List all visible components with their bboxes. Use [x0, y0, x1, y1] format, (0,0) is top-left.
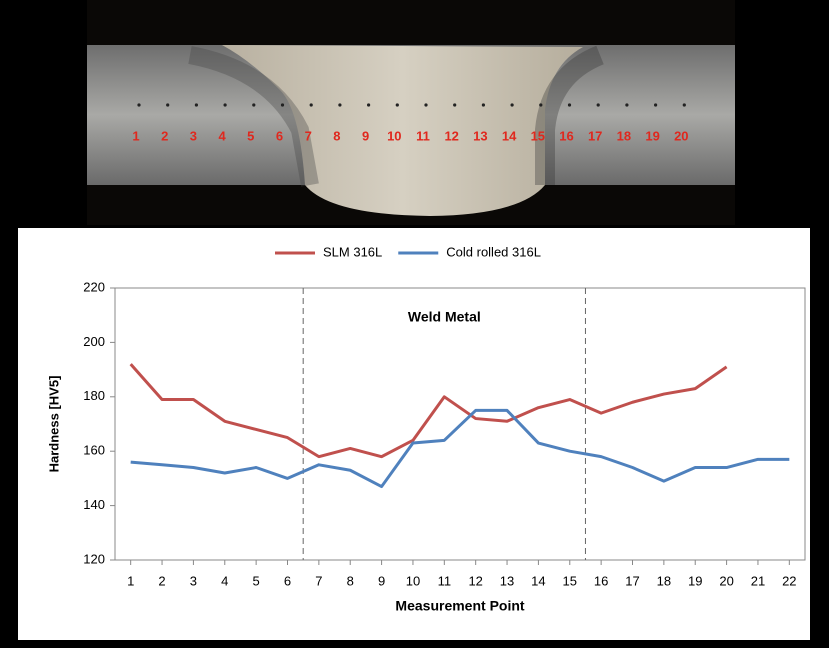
point-label: 8 [333, 128, 340, 143]
plot-frame [114, 287, 806, 561]
indent [654, 103, 658, 107]
indent [166, 103, 170, 107]
indent [309, 103, 313, 107]
x-tick-label: 21 [751, 573, 765, 588]
indent [510, 103, 514, 107]
indent [682, 103, 686, 107]
x-tick-label: 7 [315, 573, 322, 588]
point-label: 18 [617, 128, 631, 143]
indent [539, 103, 543, 107]
point-labels: 1 2 3 4 5 6 7 8 9 10 11 12 13 14 15 16 17 18 19 20 [132, 103, 689, 143]
y-tick-label: 180 [83, 388, 105, 403]
indent [481, 103, 485, 107]
point-label: 11 [416, 128, 430, 143]
point-label: 17 [588, 128, 602, 143]
x-tick-label: 9 [378, 573, 385, 588]
x-tick-label: 20 [719, 573, 733, 588]
indent [567, 103, 572, 107]
chart-panel [18, 228, 810, 640]
indent [252, 103, 256, 107]
point-label: 3 [190, 128, 197, 143]
indent [280, 103, 285, 107]
point-label: 10 [387, 128, 401, 143]
indent [367, 103, 371, 107]
x-tick-label: 19 [688, 573, 702, 588]
x-tick-label: 11 [438, 573, 452, 588]
x-tick-label: 8 [347, 573, 354, 588]
y-tick-label: 160 [83, 443, 105, 458]
legend-label: SLM 316L [323, 244, 382, 259]
haz-left [188, 46, 319, 187]
legend-label: Cold rolled 316L [446, 244, 541, 259]
point-label: 6 [276, 128, 283, 143]
indent [424, 103, 428, 107]
point-label: 13 [473, 128, 487, 143]
y-tick-label: 200 [83, 334, 105, 349]
point-label: 7 [305, 128, 312, 143]
x-tick-label: 10 [406, 573, 420, 588]
x-tick-label: 14 [531, 573, 545, 588]
x-tick-label: 4 [221, 573, 228, 588]
x-tick-label: 18 [657, 573, 671, 588]
point-label: 12 [444, 128, 458, 143]
x-tick-label: 1 [127, 573, 134, 588]
indent [223, 103, 227, 107]
x-tick-label: 3 [190, 573, 197, 588]
y-tick-label: 120 [83, 551, 105, 566]
x-tick-label: 13 [500, 573, 514, 588]
region-label: Weld Metal [408, 309, 481, 325]
indent [194, 103, 198, 107]
x-tick-label: 16 [594, 573, 608, 588]
point-label: 4 [218, 128, 226, 143]
series-line [129, 363, 728, 459]
point-label: 15 [531, 128, 545, 143]
point-label: 5 [247, 128, 254, 143]
indent [596, 103, 600, 107]
micrograph: 1 2 3 4 5 6 7 8 9 10 11 12 13 14 15 16 17 18 19 20 [87, 0, 735, 225]
point-label: 2 [161, 128, 168, 143]
point-label: 16 [559, 128, 573, 143]
indent [453, 103, 457, 107]
x-tick-label: 5 [253, 573, 260, 588]
point-label: 19 [645, 128, 659, 143]
weld-bead [222, 45, 583, 216]
point-label: 20 [674, 128, 688, 143]
x-axis-title: Measurement Point [395, 598, 524, 614]
x-tick-label: 6 [284, 573, 291, 588]
x-tick-label: 12 [468, 573, 482, 588]
y-tick-label: 220 [83, 279, 105, 294]
x-tick-label: 2 [158, 573, 165, 588]
indent [137, 103, 141, 107]
indent [625, 103, 629, 107]
chart: Hardness [HV5] Measurement Point 1201401… [46, 244, 806, 614]
x-tick-label: 15 [563, 573, 577, 588]
indent [395, 103, 399, 107]
point-label: 1 [132, 128, 139, 143]
indent [338, 103, 342, 107]
x-tick-label: 17 [625, 573, 639, 588]
haz-right [535, 45, 605, 185]
series-line [130, 408, 790, 489]
x-tick-label: 22 [782, 573, 796, 588]
y-tick-label: 140 [83, 497, 105, 512]
y-axis-title: Hardness [HV5] [46, 376, 61, 473]
point-label: 9 [362, 128, 369, 143]
point-label: 14 [502, 128, 517, 143]
